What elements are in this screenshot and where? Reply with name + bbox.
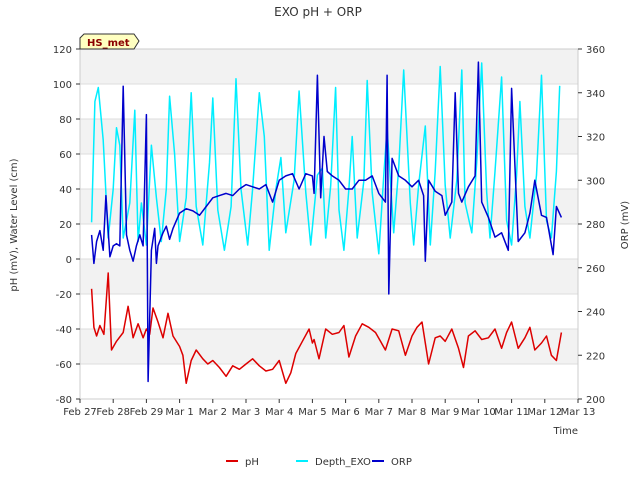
y2-tick-label: 220 (586, 351, 605, 362)
chart-title: EXO pH + ORP (274, 5, 362, 19)
y-tick-label: 60 (59, 150, 72, 161)
x-tick-label: Feb 29 (130, 407, 164, 418)
y-tick-label: -40 (56, 325, 72, 336)
x-tick-label: Mar 9 (431, 407, 459, 418)
x-axis-title: Time (553, 426, 578, 437)
y-axis-title: pH (mV), Water Level (cm) (9, 158, 20, 291)
y-tick-label: -20 (56, 290, 72, 301)
y2-tick-label: 240 (586, 308, 605, 319)
site-badge: HS_met (79, 33, 140, 50)
x-axis-ticks: Feb 27 Feb 28 Feb 29 Mar 1 Mar 2 Mar 3 Mar 4 Ma… (63, 399, 595, 418)
y-tick-label: 120 (53, 45, 72, 56)
y2-tick-label: 320 (586, 133, 605, 144)
y-axis-ticks: -80 -60 -40 -20 0 20 40 60 80 100 120 (53, 45, 80, 406)
y2-tick-label: 200 (586, 395, 605, 406)
y2-tick-label: 340 (586, 89, 605, 100)
site-badge-shape (79, 33, 140, 50)
y-tick-label: 100 (53, 80, 72, 91)
legend-label: Depth_EXO (315, 457, 371, 468)
x-tick-label: Mar 6 (331, 407, 359, 418)
y-tick-label: 20 (59, 220, 72, 231)
x-tick-label: Mar 4 (265, 407, 293, 418)
y2-axis-ticks: 200 220 240 260 280 300 320 340 360 (578, 45, 605, 406)
y-tick-label: 40 (59, 185, 72, 196)
x-tick-label: Mar 12 (527, 407, 562, 418)
series-line-orp (90, 61, 563, 383)
x-tick-label: Mar 10 (461, 407, 496, 418)
site-badge-label: HS_met (87, 38, 130, 49)
y-tick-label: 80 (59, 115, 72, 126)
series-line-ph (90, 272, 563, 385)
x-tick-label: Mar 11 (494, 407, 529, 418)
y2-axis-title: ORP (mV) (620, 201, 631, 250)
y2-tick-label: 280 (586, 220, 605, 231)
series-line-depth-exo (90, 62, 561, 255)
plot-band (80, 259, 578, 294)
plot-band (80, 49, 578, 84)
x-tick-label: Mar 13 (561, 407, 596, 418)
y-tick-label: -80 (56, 395, 72, 406)
x-tick-label: Feb 27 (63, 407, 97, 418)
y-tick-label: -60 (56, 360, 72, 371)
plot-band (80, 329, 578, 364)
legend-label: ORP (391, 457, 412, 468)
y2-tick-label: 360 (586, 45, 605, 56)
x-tick-label: Mar 1 (165, 407, 193, 418)
x-tick-label: Mar 7 (365, 407, 393, 418)
x-tick-label: Feb 28 (96, 407, 130, 418)
x-tick-label: Mar 3 (232, 407, 260, 418)
y2-tick-label: 300 (586, 176, 605, 187)
x-tick-label: Mar 8 (398, 407, 426, 418)
y-tick-label: 0 (66, 255, 72, 266)
plot-band (80, 119, 578, 154)
series-layer (90, 61, 563, 385)
legend-label: pH (245, 457, 259, 468)
x-tick-label: Mar 5 (298, 407, 326, 418)
legend: pH Depth_EXO ORP (226, 457, 412, 468)
y2-tick-label: 260 (586, 264, 605, 275)
x-tick-label: Mar 2 (199, 407, 227, 418)
